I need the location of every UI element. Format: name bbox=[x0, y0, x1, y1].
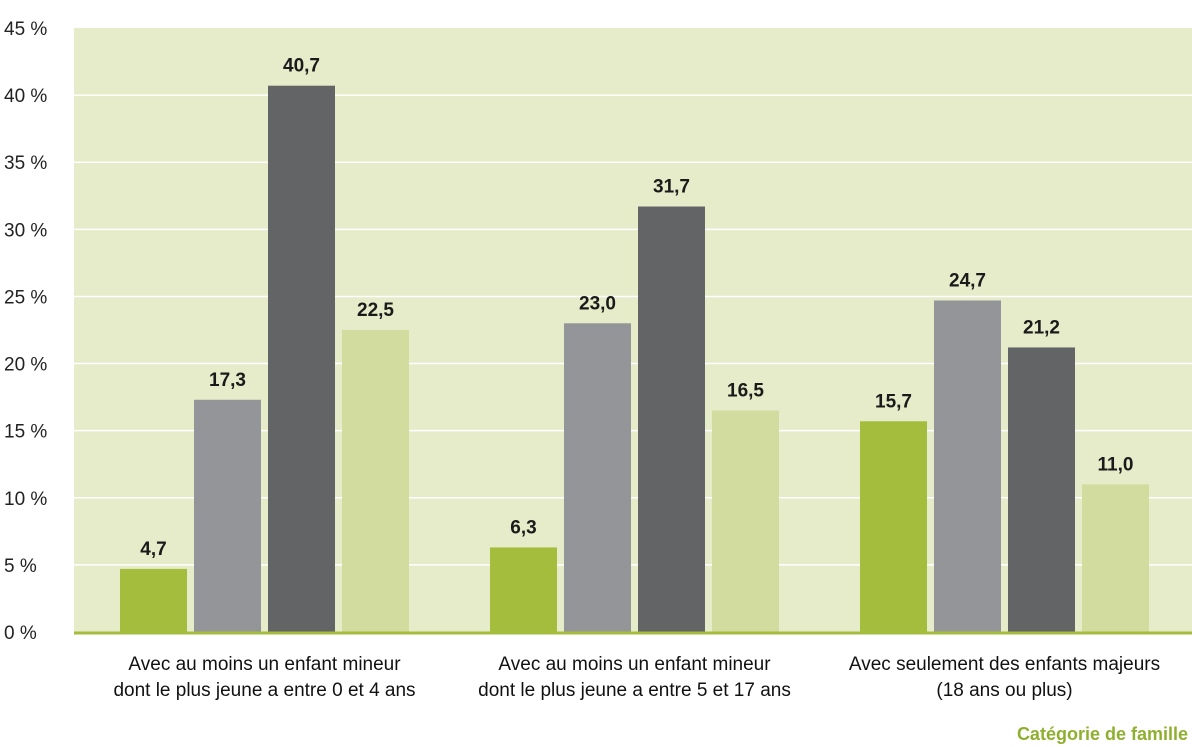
y-axis-ticks: 0 % 5 % 10 % 15 % 20 % 25 % 30 % 35 % 40 % 45 % bbox=[4, 19, 47, 644]
y-tick-label: 20 % bbox=[4, 355, 47, 376]
data-label: 16,5 bbox=[727, 381, 764, 402]
data-label: 4,7 bbox=[140, 539, 166, 560]
bar bbox=[120, 568, 187, 632]
data-label: 31,7 bbox=[653, 177, 690, 198]
bar bbox=[712, 410, 779, 632]
bar bbox=[268, 85, 335, 632]
y-tick-label: 10 % bbox=[4, 489, 47, 510]
bar bbox=[564, 323, 631, 632]
data-label: 21,2 bbox=[1023, 317, 1060, 338]
data-label: 17,3 bbox=[209, 370, 246, 391]
category-label: Avec au moins un enfant mineur dont le pl… bbox=[113, 654, 415, 701]
data-label: 24,7 bbox=[949, 270, 986, 291]
data-label: 6,3 bbox=[510, 517, 536, 538]
y-tick-label: 35 % bbox=[4, 153, 47, 174]
y-tick-label: 45 % bbox=[4, 19, 47, 40]
category-label: Avec au moins un enfant mineur dont le pl… bbox=[478, 654, 791, 701]
bar bbox=[860, 421, 927, 632]
data-label: 22,5 bbox=[357, 300, 394, 321]
bar bbox=[194, 399, 261, 632]
bar bbox=[934, 300, 1001, 632]
x-axis-title: Catégorie de famille bbox=[1017, 724, 1188, 744]
bar bbox=[1008, 347, 1075, 632]
category-labels: Avec au moins un enfant mineur dont le pl… bbox=[113, 654, 1160, 701]
y-tick-label: 25 % bbox=[4, 287, 47, 308]
bars bbox=[120, 85, 1149, 632]
y-tick-label: 30 % bbox=[4, 220, 47, 241]
data-label: 23,0 bbox=[579, 293, 616, 314]
data-label: 15,7 bbox=[875, 391, 912, 412]
category-label: Avec seulement des enfants majeurs (18 an… bbox=[849, 654, 1160, 701]
y-tick-label: 15 % bbox=[4, 422, 47, 443]
data-label: 11,0 bbox=[1098, 454, 1134, 475]
y-tick-label: 5 % bbox=[4, 556, 37, 577]
y-tick-label: 0 % bbox=[4, 623, 37, 644]
bar bbox=[638, 206, 705, 632]
bar bbox=[1082, 484, 1149, 632]
y-tick-label: 40 % bbox=[4, 86, 47, 107]
bar bbox=[490, 547, 557, 632]
bar bbox=[342, 330, 409, 632]
data-label: 40,7 bbox=[283, 56, 320, 77]
data-labels: 4,7 6,3 15,7 17,3 23,0 24,7 40,7 31,7 21,2 22,5 16… bbox=[140, 56, 1133, 560]
